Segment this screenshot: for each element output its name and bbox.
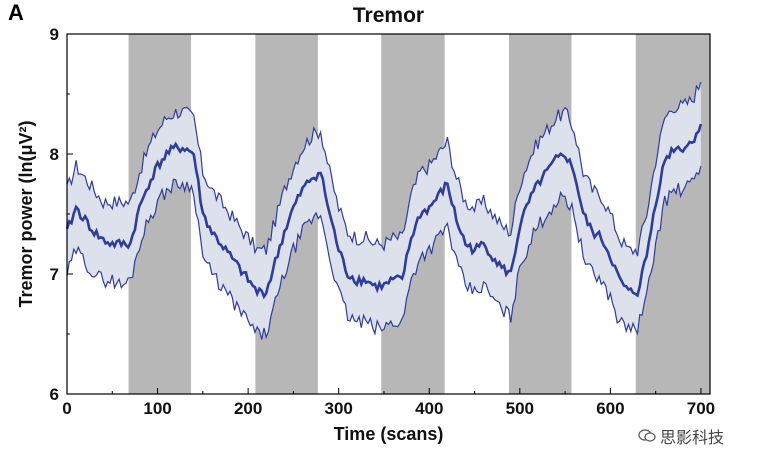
axes: 0 100 200 300 400 500 600 700 6 7 8 9 (50, 25, 716, 418)
y-tick-label: 7 (50, 265, 59, 284)
x-tick-label: 200 (234, 399, 262, 418)
chart-title: Tremor (353, 4, 424, 27)
x-axis-title: Time (scans) (334, 424, 444, 444)
y-tick-label: 6 (50, 385, 59, 404)
watermark-text: 思影科技 (660, 428, 725, 447)
x-tick-label: 400 (415, 399, 443, 418)
mean-line (65, 123, 703, 300)
x-tick-label: 500 (506, 399, 534, 418)
x-tick-label: 0 (62, 399, 71, 418)
x-tick-label: 100 (143, 399, 171, 418)
lower-bound-line (66, 165, 702, 340)
x-tick-label: 600 (596, 399, 624, 418)
confidence-band-area (67, 82, 701, 340)
chat-bubble-icon (638, 429, 656, 442)
y-tick-label: 9 (50, 25, 59, 44)
upper-bound-line (66, 81, 702, 257)
confidence-band (67, 82, 701, 340)
watermark: 思影科技 (638, 424, 724, 448)
y-axis-title: Tremor power (ln(μV²) (16, 120, 36, 307)
x-tick-label: 300 (325, 399, 353, 418)
series-line-group (65, 81, 703, 340)
panel-label: A (8, 0, 24, 25)
y-tick-label: 8 (50, 145, 59, 164)
x-tick-label: 700 (687, 399, 715, 418)
